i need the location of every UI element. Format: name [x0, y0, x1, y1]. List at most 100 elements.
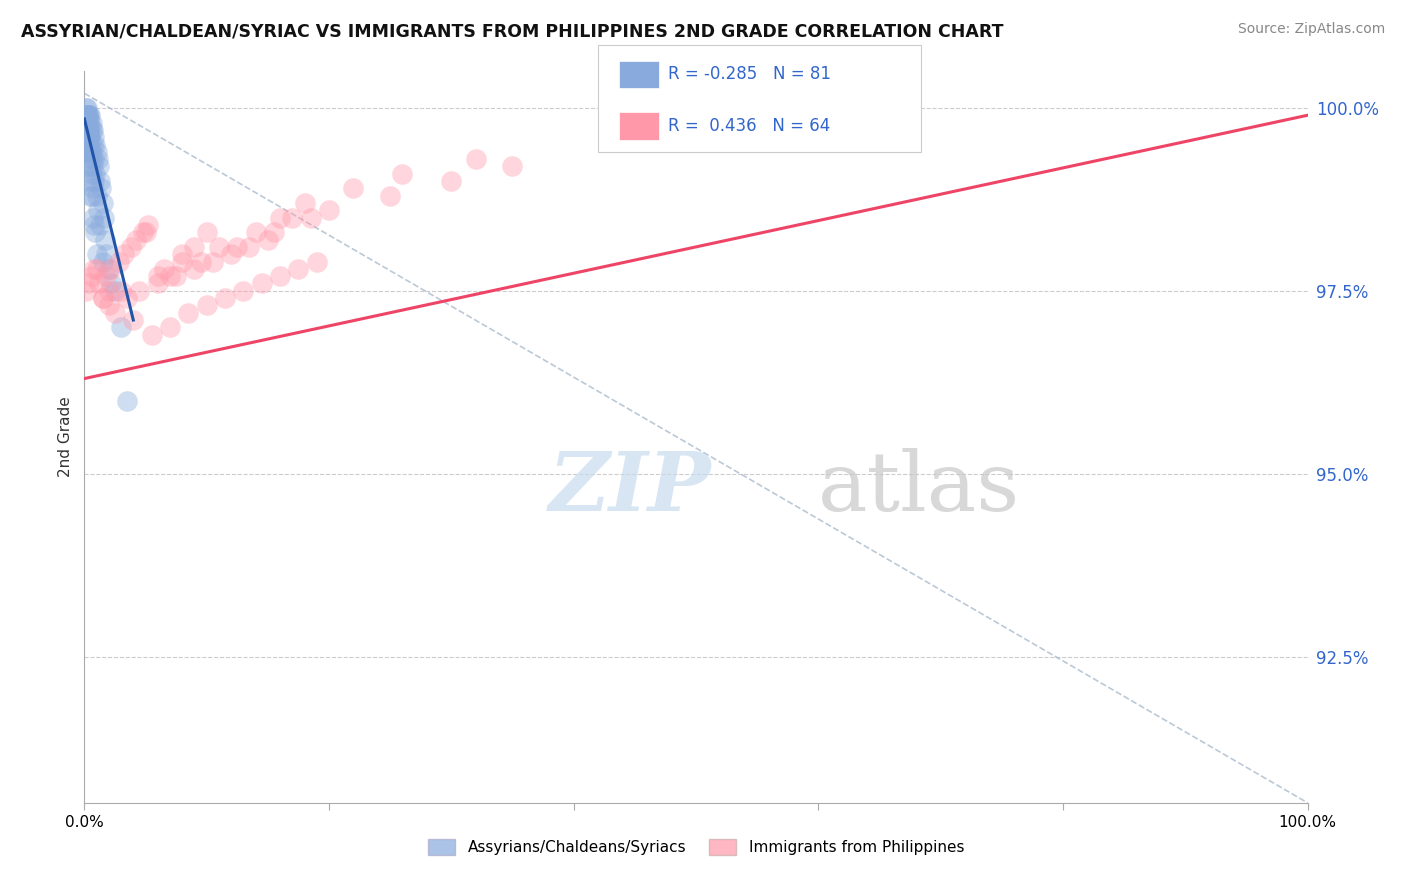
Point	[76, 115, 98, 129]
Point	[77, 123, 100, 137]
Point	[76, 115, 98, 129]
Point	[287, 261, 309, 276]
Point	[75, 115, 97, 129]
Point	[257, 233, 280, 247]
Point	[75, 101, 97, 115]
Point	[77, 115, 100, 129]
Point	[76, 145, 98, 159]
Point	[83, 130, 105, 145]
Point	[86, 247, 108, 261]
Point	[80, 152, 103, 166]
Point	[77, 137, 100, 152]
Point	[77, 130, 100, 145]
Point	[464, 152, 486, 166]
Point	[250, 277, 273, 291]
Point	[80, 115, 103, 129]
Point	[77, 108, 100, 122]
Point	[77, 145, 100, 159]
Point	[299, 211, 322, 225]
Point	[141, 327, 163, 342]
Point	[122, 313, 145, 327]
Point	[135, 225, 157, 239]
Point	[80, 269, 103, 284]
Point	[146, 269, 169, 284]
Point	[84, 167, 107, 181]
Point	[80, 145, 103, 159]
Point	[96, 269, 118, 284]
Point	[75, 284, 97, 298]
Point	[76, 130, 98, 145]
Point	[165, 269, 187, 284]
Point	[104, 284, 127, 298]
Point	[77, 108, 100, 122]
Point	[100, 261, 122, 276]
Point	[281, 211, 304, 225]
Point	[440, 174, 463, 188]
Point	[269, 269, 291, 284]
Point	[77, 130, 100, 145]
Point	[75, 123, 97, 137]
Point	[226, 240, 249, 254]
Point	[79, 137, 101, 152]
Point	[76, 130, 98, 145]
Point	[112, 247, 135, 261]
Point	[183, 240, 205, 254]
Point	[125, 233, 148, 247]
Point	[79, 130, 101, 145]
Point	[82, 211, 104, 225]
Point	[77, 137, 100, 152]
Point	[91, 196, 114, 211]
Point	[107, 254, 129, 268]
Point	[86, 145, 108, 159]
Point	[77, 160, 100, 174]
Point	[159, 320, 181, 334]
Point	[83, 218, 105, 232]
Text: R =  0.436   N = 64: R = 0.436 N = 64	[668, 117, 830, 136]
Point	[208, 240, 231, 254]
Point	[79, 160, 101, 174]
Point	[82, 160, 104, 174]
Point	[83, 152, 105, 166]
Point	[90, 181, 112, 195]
Point	[77, 130, 100, 145]
Text: Source: ZipAtlas.com: Source: ZipAtlas.com	[1237, 22, 1385, 37]
Point	[75, 115, 97, 129]
Point	[82, 137, 104, 152]
Point	[76, 123, 98, 137]
Y-axis label: 2nd Grade: 2nd Grade	[58, 397, 73, 477]
Point	[219, 247, 242, 261]
Point	[75, 123, 97, 137]
Point	[77, 137, 100, 152]
Point	[84, 137, 107, 152]
Point	[79, 188, 101, 202]
Point	[294, 196, 316, 211]
Point	[79, 108, 101, 122]
Point	[305, 254, 328, 268]
Point	[77, 174, 100, 188]
Point	[80, 167, 103, 181]
Point	[159, 269, 181, 284]
Point	[97, 261, 120, 276]
Point	[79, 145, 101, 159]
Point	[195, 298, 218, 312]
Point	[75, 123, 97, 137]
Point	[96, 247, 118, 261]
Point	[82, 181, 104, 195]
Text: R = -0.285   N = 81: R = -0.285 N = 81	[668, 65, 831, 84]
Point	[104, 306, 127, 320]
Point	[132, 225, 155, 239]
Point	[128, 284, 150, 298]
Point	[201, 254, 224, 268]
Point	[190, 254, 212, 268]
Point	[380, 188, 402, 202]
Point	[80, 188, 103, 202]
Point	[172, 254, 194, 268]
Text: atlas: atlas	[818, 449, 1021, 528]
Point	[263, 225, 285, 239]
Point	[79, 115, 101, 129]
Point	[76, 123, 98, 137]
Point	[75, 123, 97, 137]
Point	[76, 108, 98, 122]
Point	[86, 188, 108, 202]
Point	[89, 218, 111, 232]
